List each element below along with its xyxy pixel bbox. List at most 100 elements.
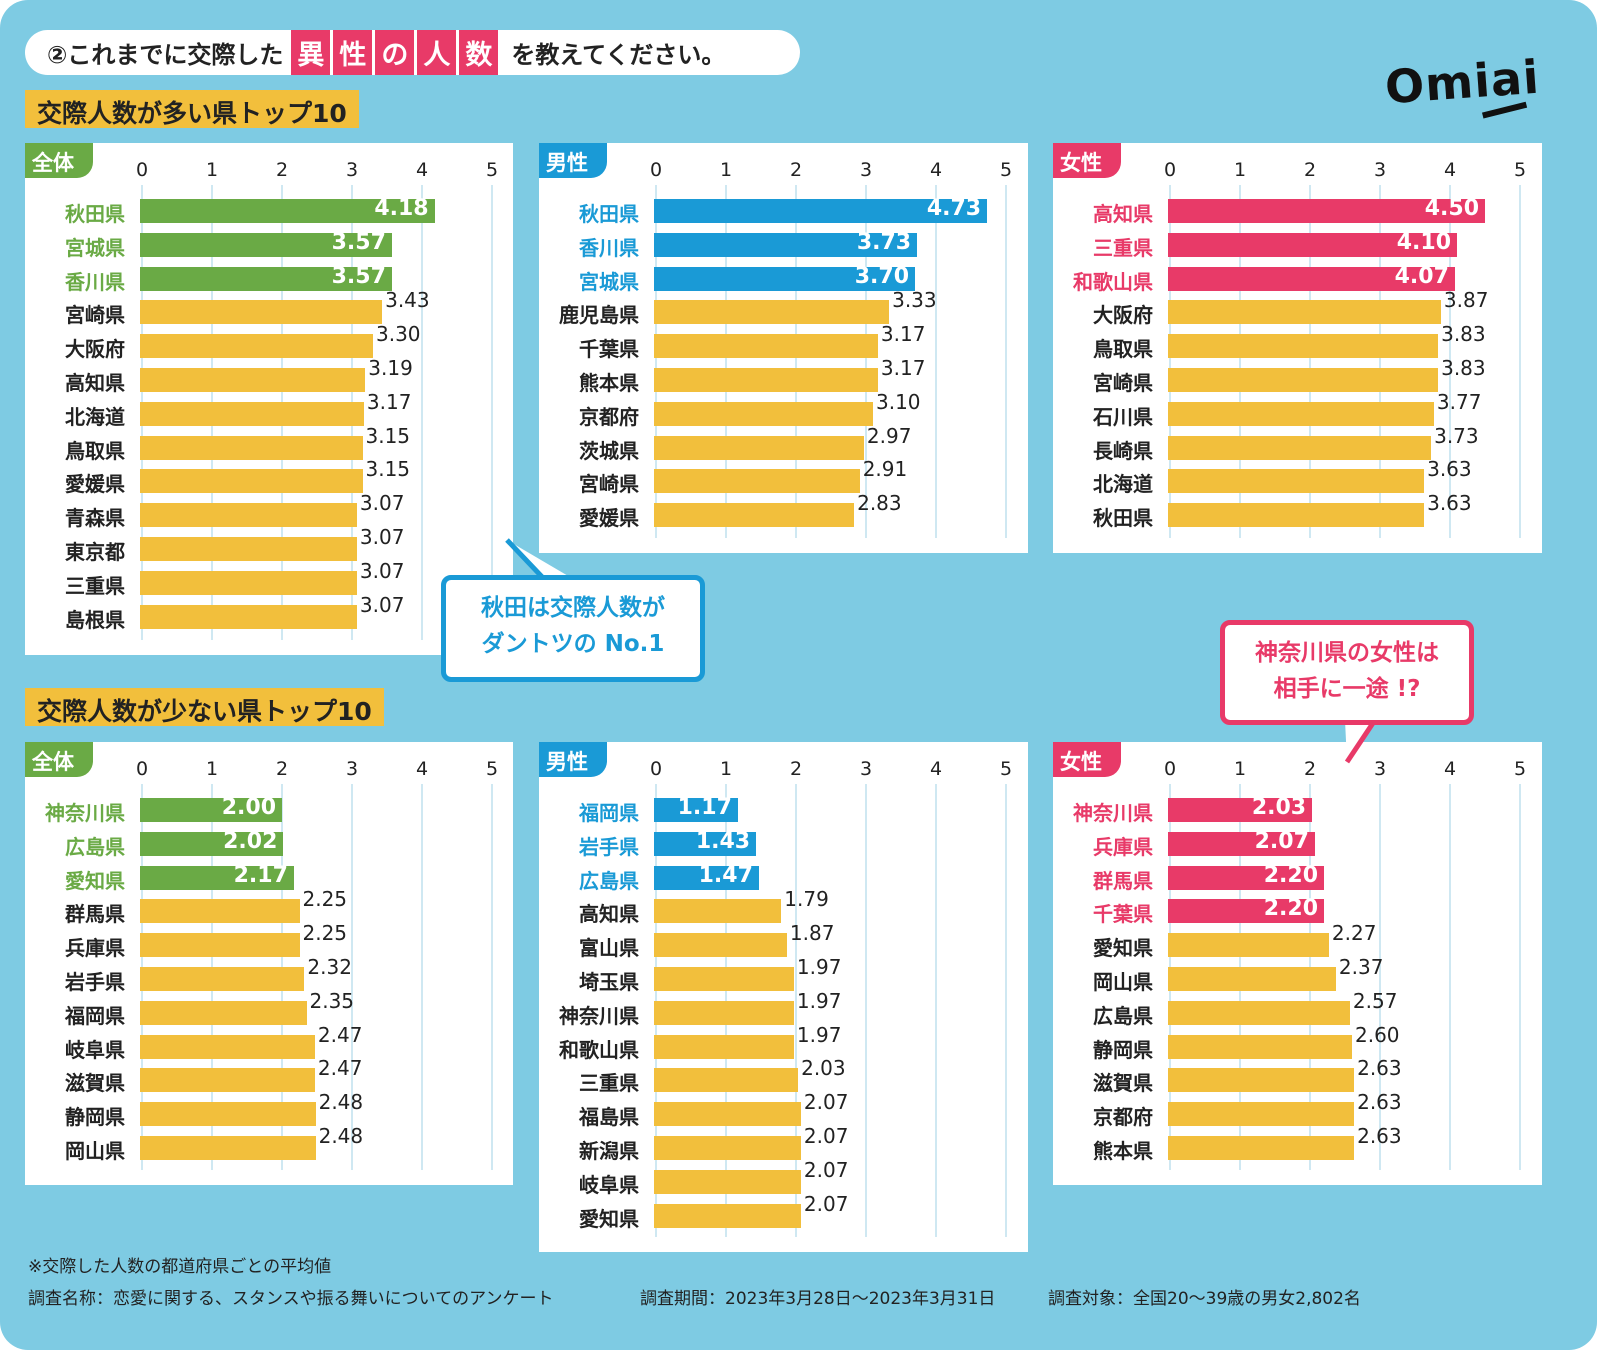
axis-tick-label: 2: [275, 758, 289, 780]
category-label: 新潟県: [579, 1139, 639, 1163]
category-label: 福岡県: [65, 1003, 125, 1028]
bar-value-label: 2.20: [1263, 896, 1318, 922]
axis-tick-label: 5: [1513, 159, 1527, 181]
question-highlight-char: 人: [417, 30, 457, 75]
grid-line: [795, 185, 797, 538]
footer-note: ※交際した人数の都道府県ごとの平均値: [28, 1257, 332, 1277]
bar: [140, 334, 373, 359]
category-label: 宮崎県: [579, 472, 639, 497]
bar: [654, 1068, 799, 1093]
category-label: 東京都: [65, 540, 125, 564]
bar-value-label: 2.63: [1357, 1090, 1402, 1115]
callout-tail-akita: [505, 538, 575, 583]
bar: [140, 537, 357, 561]
category-label: 富山県: [579, 936, 639, 961]
question-prefix: ②これまでに交際した: [47, 41, 284, 69]
bar: [1168, 503, 1425, 528]
category-label: 愛媛県: [65, 472, 125, 497]
category-label: 香川県: [579, 235, 639, 260]
category-label: 千葉県: [579, 337, 639, 362]
category-label: 岩手県: [579, 834, 639, 859]
grid-line: [1379, 784, 1381, 1170]
bar-value-label: 3.07: [359, 592, 405, 617]
axis-tick-label: 2: [275, 159, 289, 181]
bar: [1168, 967, 1336, 991]
bar: [140, 899, 300, 924]
category-label: 大阪府: [65, 337, 125, 362]
bar-value-label: 2.00: [221, 795, 276, 820]
axis-tick-label: 4: [1443, 758, 1457, 780]
bar-value-label: 3.15: [365, 423, 411, 448]
bar-value-label: 2.07: [803, 1090, 849, 1115]
category-label: 宮城県: [579, 269, 639, 294]
chart-panel: 全体 0 1 2 3 4 5 神奈川県 2.00 広島県 2.02 愛知県 2.17 群馬県 2.25 兵庫県…: [25, 742, 513, 1185]
category-label: 北海道: [65, 404, 125, 429]
bar: [1168, 401, 1434, 426]
axis-tick-label: 3: [859, 159, 873, 181]
bar-value-label: 2.17: [233, 862, 288, 888]
bar-value-label: 2.48: [318, 1090, 364, 1115]
bar-value-label: 2.25: [302, 887, 348, 912]
grid-line: [421, 784, 423, 1170]
grid-line: [935, 185, 937, 538]
category-label: 秋田県: [1093, 506, 1153, 531]
category-label: 滋賀県: [1093, 1071, 1153, 1096]
bar-value-label: 1.79: [784, 887, 829, 912]
question-highlight-char: 異: [291, 30, 331, 75]
bar: [654, 831, 757, 856]
bar: [654, 1136, 801, 1160]
grid-line: [795, 784, 797, 1237]
axis-tick-label: 0: [649, 159, 663, 181]
bar: [1168, 1034, 1352, 1059]
grid-line: [351, 784, 353, 1170]
bar: [140, 368, 366, 392]
bar-value-label: 2.63: [1357, 1056, 1402, 1081]
bar-value-label: 2.47: [317, 1056, 363, 1081]
axis-tick-label: 1: [1233, 159, 1247, 181]
axis-tick-label: 5: [999, 758, 1013, 780]
category-label: 愛知県: [1093, 936, 1153, 961]
bar: [140, 1034, 315, 1059]
category-label: 岐阜県: [65, 1037, 125, 1062]
category-label: 鳥取県: [65, 438, 125, 463]
axis-tick-label: 5: [1513, 758, 1527, 780]
callout-akita: 秋田は交際人数が ダントツの No.1: [441, 575, 705, 682]
category-label: 愛媛県: [579, 506, 639, 531]
bar: [140, 967, 305, 991]
bar-value-label: 2.35: [309, 988, 355, 1013]
axis-tick-label: 3: [1373, 758, 1387, 780]
bar: [654, 435, 864, 460]
category-label: 神奈川県: [1073, 801, 1153, 825]
axis-tick-label: 4: [929, 159, 943, 181]
question-highlight-char: 性: [333, 30, 373, 75]
category-label: 京都府: [1093, 1105, 1153, 1130]
bar-value-label: 3.73: [1434, 423, 1479, 448]
axis-tick-label: 3: [345, 758, 359, 780]
bar: [140, 798, 282, 822]
category-label: 京都府: [579, 404, 639, 429]
category-label: 福岡県: [579, 801, 639, 825]
bar: [1168, 266, 1455, 291]
bar: [140, 1136, 316, 1160]
category-label: 三重県: [579, 1071, 639, 1096]
callout-line: 秋田は交際人数が: [481, 595, 665, 621]
bar-value-label: 1.87: [789, 921, 835, 946]
grid-line: [421, 185, 423, 640]
bar: [140, 570, 357, 595]
bar-value-label: 2.27: [1331, 921, 1377, 946]
chart-panel: 女性 0 1 2 3 4 5 神奈川県 2.03 兵庫県 2.07 群馬県 2.20 千葉県 2.20 愛知県…: [1053, 742, 1542, 1185]
bar-value-label: 2.32: [307, 955, 352, 979]
category-label: 神奈川県: [559, 1003, 639, 1028]
bar-value-label: 3.73: [856, 229, 912, 255]
chart-tag: 女性: [1053, 143, 1121, 178]
bar: [654, 933, 787, 958]
category-label: 高知県: [65, 371, 125, 395]
axis-tick-label: 0: [1163, 758, 1177, 780]
bar-value-label: 4.07: [1394, 263, 1449, 289]
bar: [140, 435, 363, 460]
category-label: 秋田県: [579, 202, 639, 226]
category-label: 兵庫県: [65, 936, 125, 961]
category-label: 滋賀県: [65, 1071, 125, 1096]
grid-line: [1519, 185, 1521, 538]
question-highlight-char: の: [375, 30, 415, 75]
